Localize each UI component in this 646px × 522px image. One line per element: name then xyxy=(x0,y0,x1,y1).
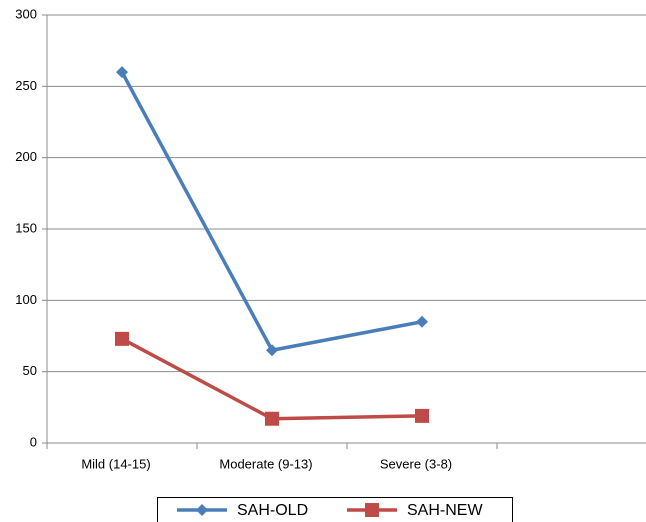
x-tick-label: Severe (3-8) xyxy=(380,456,452,471)
marker xyxy=(116,66,128,79)
x-tick-label: Moderate (9-13) xyxy=(219,456,312,471)
legend-label: SAH-OLD xyxy=(237,502,308,519)
marker xyxy=(115,331,129,346)
x-tick-label: Mild (14-15) xyxy=(81,456,150,471)
y-tick-label: 150 xyxy=(15,220,37,235)
legend-label: SAH-NEW xyxy=(407,502,483,519)
y-tick-label: 0 xyxy=(30,434,37,449)
marker xyxy=(266,344,278,357)
series-line xyxy=(120,71,423,353)
y-tick-label: 200 xyxy=(15,149,37,164)
marker xyxy=(365,503,379,517)
marker xyxy=(416,315,428,328)
y-tick-label: 300 xyxy=(15,6,37,21)
y-tick-label: 50 xyxy=(23,363,37,378)
marker xyxy=(196,504,208,516)
marker xyxy=(415,408,429,423)
y-tick-label: 100 xyxy=(15,292,37,307)
y-tick-label: 250 xyxy=(15,78,37,93)
marker xyxy=(265,411,279,426)
